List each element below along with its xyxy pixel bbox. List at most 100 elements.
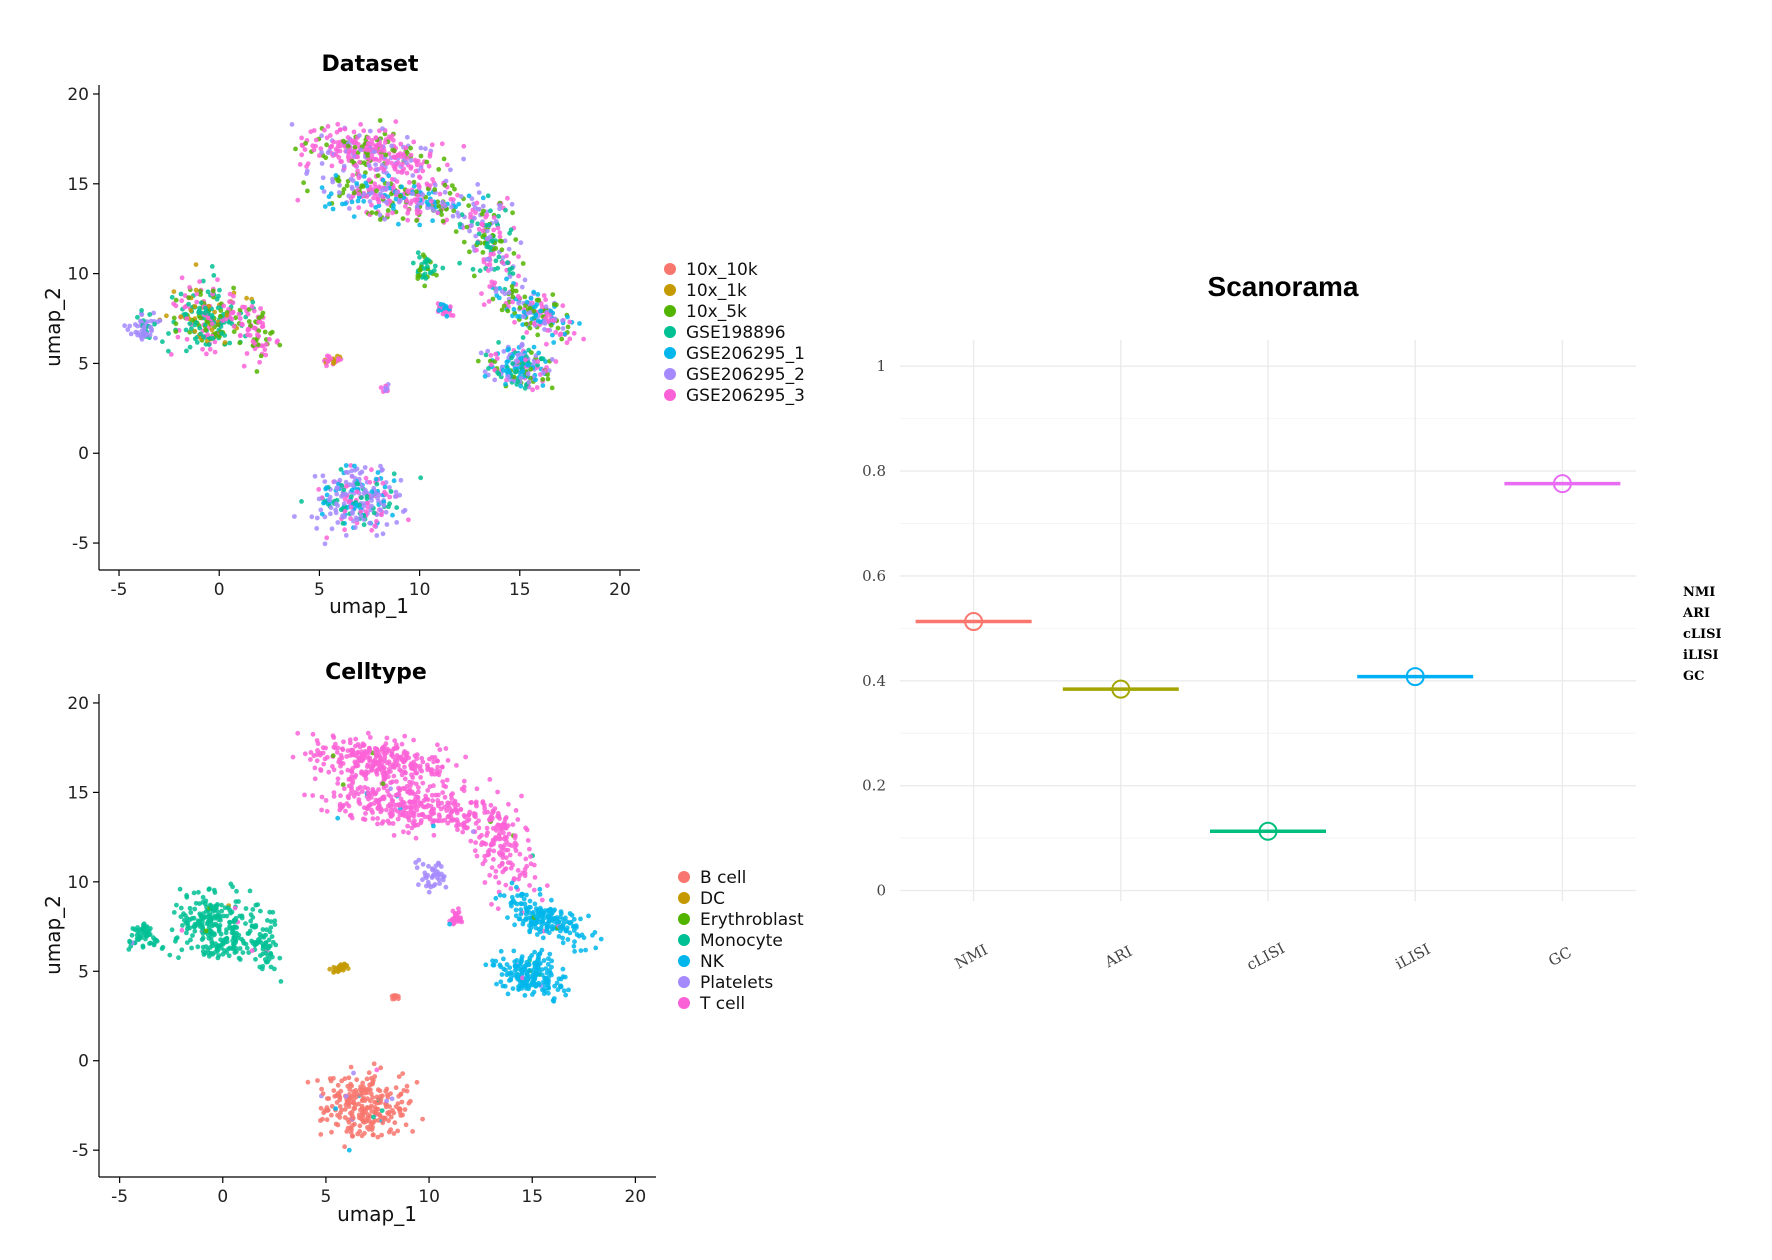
cell-point bbox=[474, 786, 480, 792]
cell-point bbox=[564, 925, 570, 931]
cell-point bbox=[474, 247, 479, 253]
cell-point bbox=[415, 193, 421, 198]
cell-point bbox=[503, 823, 509, 829]
cell-point bbox=[411, 737, 416, 743]
cell-point bbox=[500, 983, 506, 989]
cell-point bbox=[366, 163, 372, 169]
cell-point bbox=[324, 485, 329, 491]
cell-point bbox=[415, 789, 421, 795]
cell-point bbox=[489, 362, 494, 367]
cell-point bbox=[515, 893, 520, 899]
cell-point bbox=[546, 918, 552, 924]
cell-point bbox=[344, 801, 350, 806]
cell-point bbox=[454, 808, 460, 814]
cell-point bbox=[210, 943, 216, 949]
cell-point bbox=[382, 775, 388, 780]
cell-point bbox=[527, 883, 532, 888]
cell-point bbox=[486, 222, 492, 228]
cell-point bbox=[372, 1074, 378, 1079]
cell-point bbox=[457, 221, 463, 227]
cell-point bbox=[322, 1108, 328, 1113]
cell-point bbox=[259, 313, 265, 319]
cell-point bbox=[435, 742, 440, 748]
cell-point bbox=[217, 287, 222, 293]
cell-point bbox=[186, 295, 192, 300]
cell-point bbox=[404, 160, 409, 166]
cell-point bbox=[548, 906, 553, 912]
cell-point bbox=[260, 946, 266, 952]
cell-point bbox=[268, 919, 274, 924]
cell-point bbox=[353, 163, 359, 169]
cell-point bbox=[383, 1088, 389, 1094]
cell-point bbox=[229, 316, 235, 322]
cell-point bbox=[252, 341, 257, 346]
cell-point bbox=[386, 792, 392, 798]
cell-point bbox=[233, 924, 238, 930]
cell-point bbox=[200, 894, 206, 900]
cell-point bbox=[526, 962, 532, 967]
cell-point bbox=[368, 1122, 374, 1128]
cell-point bbox=[192, 906, 198, 912]
cell-point bbox=[349, 199, 355, 205]
cell-point bbox=[349, 138, 355, 144]
cell-point bbox=[375, 1134, 381, 1140]
cell-point bbox=[166, 331, 171, 336]
cell-point bbox=[191, 890, 197, 896]
cell-point bbox=[435, 798, 441, 803]
cell-point bbox=[218, 308, 224, 313]
cell-point bbox=[215, 944, 221, 950]
cell-point bbox=[500, 255, 506, 260]
cell-point bbox=[475, 221, 481, 227]
cell-point bbox=[202, 914, 208, 920]
cell-point bbox=[515, 352, 521, 358]
cell-point bbox=[256, 328, 262, 334]
legend-label: Erythroblast bbox=[700, 910, 804, 930]
cell-point bbox=[429, 142, 435, 148]
cell-point bbox=[380, 781, 386, 787]
cell-point bbox=[348, 516, 353, 521]
cell-point bbox=[355, 154, 361, 160]
scanorama-y-ticks: 00.20.40.60.81 bbox=[862, 357, 886, 899]
cell-point bbox=[449, 808, 455, 814]
cell-point bbox=[389, 176, 395, 182]
cell-point bbox=[330, 179, 336, 185]
cell-point bbox=[487, 872, 493, 878]
cell-point bbox=[243, 921, 248, 926]
cell-point bbox=[375, 821, 380, 827]
cell-point bbox=[497, 202, 503, 208]
cell-point bbox=[371, 195, 376, 201]
cell-point bbox=[527, 929, 533, 935]
cell-point bbox=[445, 758, 451, 763]
cell-point bbox=[570, 924, 576, 930]
cell-point bbox=[198, 315, 203, 321]
cell-point bbox=[384, 735, 390, 741]
cell-point bbox=[521, 309, 527, 315]
scanorama-marks bbox=[915, 474, 1621, 841]
cell-point bbox=[361, 191, 366, 197]
cell-point bbox=[427, 784, 433, 789]
cell-point bbox=[367, 128, 373, 134]
legend-label: T cell bbox=[699, 994, 745, 1014]
cell-point bbox=[403, 145, 409, 151]
cell-point bbox=[506, 346, 512, 352]
cell-point bbox=[408, 152, 414, 158]
cell-point bbox=[429, 808, 435, 814]
cell-point bbox=[561, 988, 567, 994]
cell-point bbox=[416, 857, 422, 863]
cell-point bbox=[385, 818, 391, 824]
cell-point bbox=[366, 1070, 372, 1076]
cell-point bbox=[378, 507, 384, 513]
cell-point bbox=[173, 321, 179, 327]
cell-point bbox=[405, 217, 411, 223]
x-tick-label: 5 bbox=[321, 1187, 332, 1207]
cell-point bbox=[521, 361, 526, 366]
cell-point bbox=[440, 790, 446, 795]
cell-point bbox=[387, 198, 393, 204]
cell-point bbox=[528, 296, 534, 301]
cell-point bbox=[516, 273, 521, 279]
cell-point bbox=[206, 935, 212, 941]
cell-point bbox=[305, 188, 310, 194]
cell-point bbox=[258, 908, 263, 914]
cell-point bbox=[331, 964, 337, 970]
cell-point bbox=[263, 342, 269, 347]
